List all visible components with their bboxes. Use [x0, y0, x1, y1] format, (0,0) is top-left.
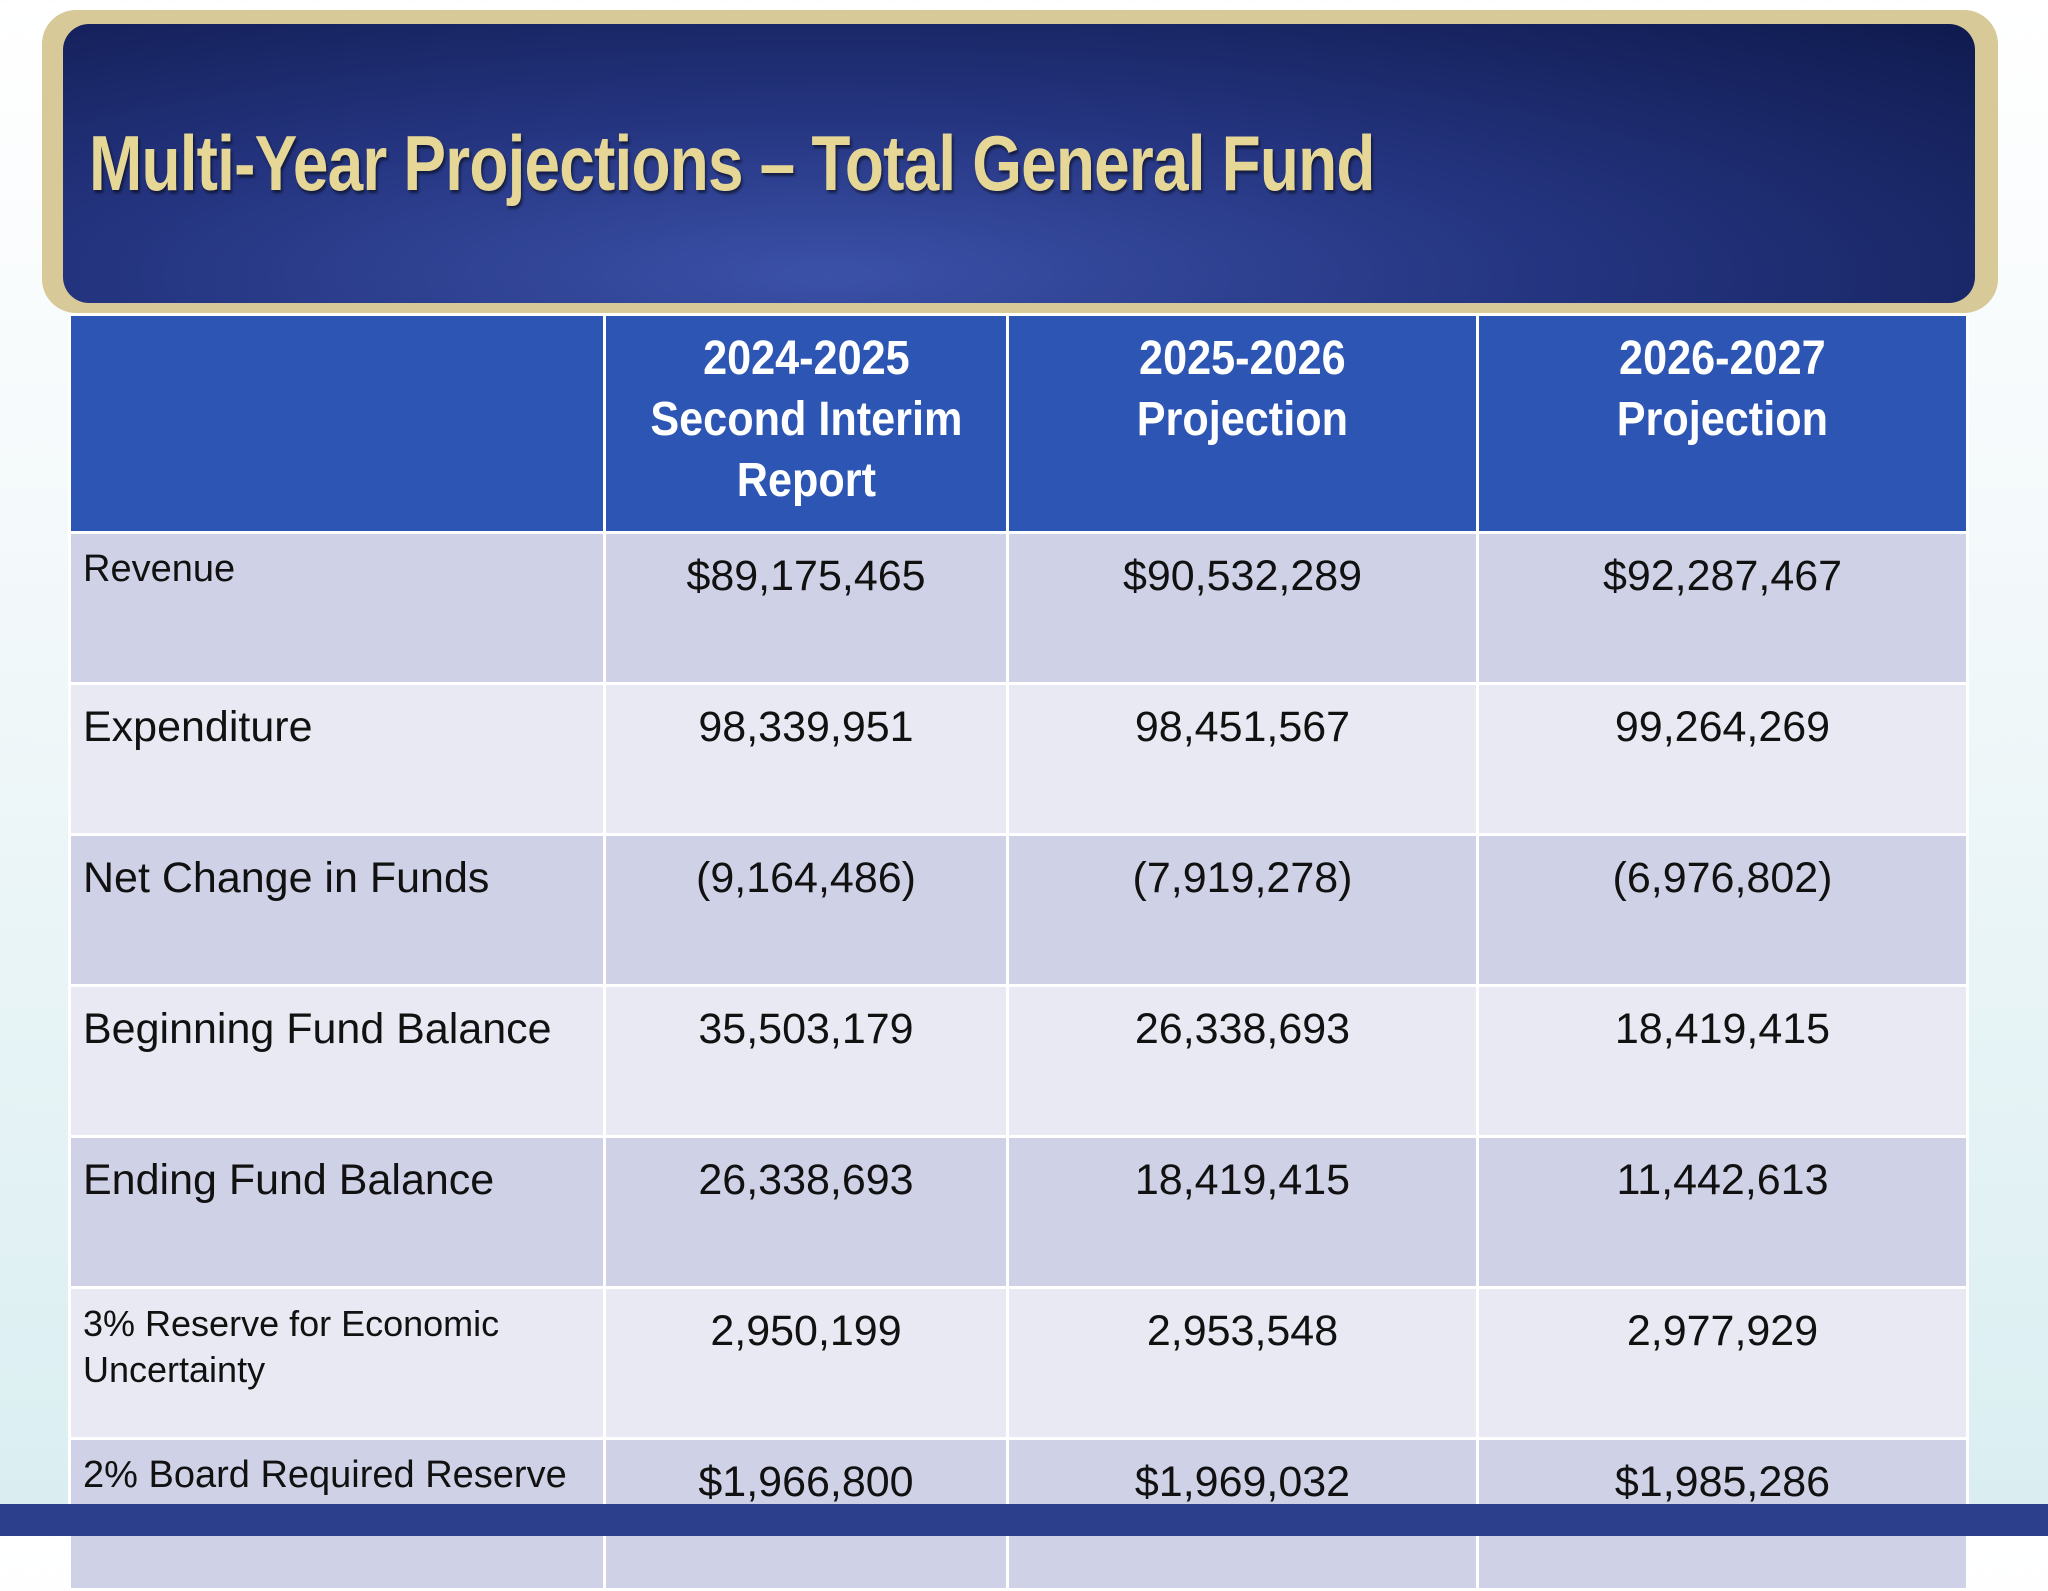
- header-line: Projection: [1616, 393, 1829, 446]
- value-cell: 98,451,567: [1006, 682, 1479, 836]
- row-label: Ending Fund Balance: [68, 1135, 606, 1289]
- header-line: 2024-2025: [702, 332, 910, 385]
- value-cell: $92,287,467: [1476, 531, 1969, 685]
- value-cell: 26,338,693: [1006, 984, 1479, 1138]
- header-line: Projection: [1136, 393, 1349, 446]
- bottom-bar: [0, 1504, 2048, 1536]
- header-line: Second Interim: [649, 393, 963, 446]
- value-cell: (7,919,278): [1006, 833, 1479, 987]
- table-row: Beginning Fund Balance 35,503,179 26,338,6…: [68, 984, 1969, 1138]
- slide-title: Multi-Year Projections – Total General F…: [89, 119, 1375, 207]
- table-row: 3% Reserve for Economic Uncertainty 2,950…: [68, 1286, 1969, 1440]
- table-row: Ending Fund Balance 26,338,693 18,419,415 1…: [68, 1135, 1969, 1289]
- value-cell: (6,976,802): [1476, 833, 1969, 987]
- value-cell: 18,419,415: [1006, 1135, 1479, 1289]
- header-line: 2025-2026: [1139, 332, 1346, 385]
- header-blank: [68, 313, 606, 534]
- header-line: 2026-2027: [1619, 332, 1826, 385]
- row-label: 3% Reserve for Economic Uncertainty: [68, 1286, 606, 1440]
- value-cell: 98,339,951: [603, 682, 1009, 836]
- value-cell: $89,175,465: [603, 531, 1009, 685]
- header-2026-2027: 2026-2027 Projection: [1476, 313, 1969, 534]
- value-cell: 35,503,179: [603, 984, 1009, 1138]
- table-row: Net Change in Funds (9,164,486) (7,919,278…: [68, 833, 1969, 987]
- value-cell: 18,419,415: [1476, 984, 1969, 1138]
- value-cell: (9,164,486): [603, 833, 1009, 987]
- table-row: Revenue $89,175,465 $90,532,289 $92,287,467: [68, 531, 1969, 685]
- value-cell: 2,953,548: [1006, 1286, 1479, 1440]
- value-cell: $90,532,289: [1006, 531, 1479, 685]
- value-cell: 2,950,199: [603, 1286, 1009, 1440]
- value-cell: 2,977,929: [1476, 1286, 1969, 1440]
- header-2025-2026: 2025-2026 Projection: [1006, 313, 1479, 534]
- row-label: Net Change in Funds: [68, 833, 606, 987]
- row-label: Beginning Fund Balance: [68, 984, 606, 1138]
- header-2024-2025: 2024-2025 Second Interim Report: [603, 313, 1009, 534]
- row-label: Revenue: [68, 531, 606, 685]
- title-banner: [63, 24, 1975, 303]
- value-cell: 99,264,269: [1476, 682, 1969, 836]
- value-cell: 11,442,613: [1476, 1135, 1969, 1289]
- header-line: Report: [736, 454, 876, 507]
- table-row: Expenditure 98,339,951 98,451,567 99,264,26…: [68, 682, 1969, 836]
- value-cell: 26,338,693: [603, 1135, 1009, 1289]
- projections-table: 2024-2025 Second Interim Report 2025-202…: [68, 313, 1969, 1591]
- table-header-row: 2024-2025 Second Interim Report 2025-202…: [68, 313, 1969, 534]
- row-label: Expenditure: [68, 682, 606, 836]
